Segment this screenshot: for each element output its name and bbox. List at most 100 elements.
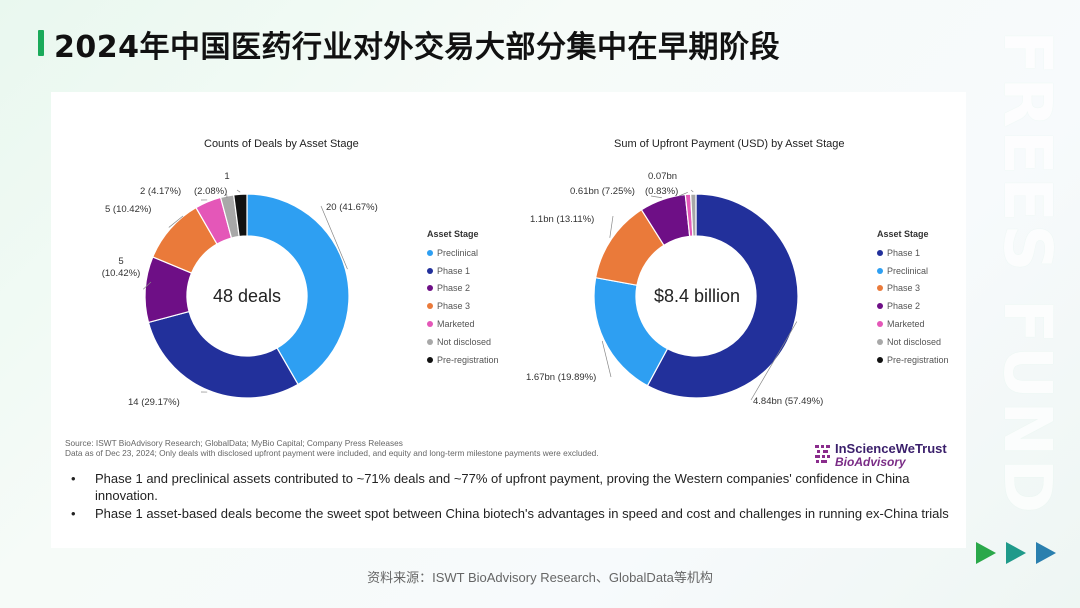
legend-swatch	[877, 321, 883, 328]
leader-line	[142, 281, 152, 290]
legend-title: Asset Stage	[877, 229, 929, 239]
bullet-list: • Phase 1 and preclinical assets contrib…	[71, 470, 951, 523]
data-label-not-disclosed: (2.08%)	[194, 186, 227, 197]
legend-label: Pre-registration	[437, 354, 499, 365]
bullet-dot: •	[71, 471, 76, 486]
arrow-icon	[976, 542, 996, 564]
legend-item-pre-registration[interactable]: Pre-registration	[877, 351, 949, 369]
legend-item-pre-registration[interactable]: Pre-registration	[427, 351, 499, 369]
legend-label: Preclinical	[437, 247, 479, 258]
source-line: Source: ISWT BioAdvisory Research; Globa…	[65, 438, 403, 448]
legend-swatch	[877, 285, 883, 292]
leader-line	[236, 189, 241, 193]
legend-item-phase-2[interactable]: Phase 2	[427, 280, 499, 298]
bullet-dot: •	[71, 506, 76, 521]
legend-swatch	[877, 249, 883, 256]
legend-label: Preclinical	[887, 265, 929, 276]
title-accent-bar	[38, 30, 44, 56]
dna-logo-icon	[815, 445, 830, 463]
donut-chart-1: 4.84bn (57.49%) 1.67bn (19.89%) 1.1bn (13.…	[526, 171, 823, 407]
bullet-text: Phase 1 and preclinical assets contribut…	[95, 471, 910, 503]
legend-swatch	[427, 267, 433, 274]
legend-item-phase-1[interactable]: Phase 1	[877, 244, 949, 262]
donut-chart-0: 20 (41.67%) 14 (29.17%) 5 (10.42%) 5 (10.42%…	[102, 171, 378, 408]
legend-upfront-payment: Asset Stage Phase 1 Preclinical Phase 3 Pha…	[877, 229, 949, 369]
legend-label: Not disclosed	[887, 336, 942, 347]
legend-swatch	[427, 321, 433, 328]
leader-line	[320, 205, 348, 270]
data-label-pre-registration: 1	[224, 171, 229, 182]
chart-title-upfront-payment: Sum of Upfront Payment (USD) by Asset St…	[614, 138, 845, 150]
legend-label: Pre-registration	[887, 354, 949, 365]
data-label-phase-3: 5 (10.42%)	[105, 204, 151, 215]
legend-deal-counts: Asset Stage Preclinical Phase 1 Phase 2 Pha…	[427, 229, 499, 369]
legend-item-not-disclosed[interactable]: Not disclosed	[877, 333, 949, 351]
brand-name: InScienceWeTrust	[835, 441, 947, 456]
data-label-phase-1: 14 (29.17%)	[128, 397, 180, 408]
watermark-text: FREES FUND	[989, 30, 1066, 516]
legend-item-preclinical[interactable]: Preclinical	[877, 262, 949, 280]
legend-swatch	[427, 285, 433, 292]
legend-item-phase-3[interactable]: Phase 3	[427, 297, 499, 315]
legend-label: Marketed	[887, 319, 925, 330]
data-label-preclinical: 20 (41.67%)	[326, 202, 378, 213]
data-label-phase-3: 1.1bn (13.11%)	[530, 214, 594, 225]
donut-center-label-deals: 48 deals	[212, 286, 282, 306]
arrow-icon	[1036, 542, 1056, 564]
legend-label: Marketed	[437, 319, 475, 330]
data-label-marketed: 2 (4.17%)	[140, 186, 181, 197]
legend-swatch	[877, 303, 883, 310]
data-label-phase-1: 4.84bn (57.49%)	[753, 396, 823, 407]
brand-logo: InScienceWeTrust BioAdvisory	[813, 441, 963, 471]
data-label-marketed: (0.83%)	[645, 186, 678, 197]
bullet-item: • Phase 1 asset-based deals become the s…	[71, 505, 951, 522]
leader-line	[750, 321, 798, 401]
legend-item-phase-1[interactable]: Phase 1	[427, 262, 499, 280]
leader-line	[168, 215, 184, 228]
leader-line	[601, 340, 612, 378]
donut-center-label-payment: $8.4 billion	[653, 286, 741, 306]
chart-title-deal-counts: Counts of Deals by Asset Stage	[204, 138, 359, 150]
legend-item-phase-2[interactable]: Phase 2	[877, 297, 949, 315]
leader-line	[650, 195, 662, 199]
legend-label: Phase 2	[887, 301, 921, 312]
data-label-phase-2: 0.61bn (7.25%)	[570, 186, 635, 197]
legend-item-marketed[interactable]: Marketed	[877, 315, 949, 333]
source-note: Source: ISWT BioAdvisory Research; Globa…	[65, 438, 599, 458]
legend-swatch	[427, 338, 433, 345]
data-label-phase-2: 5 (10.42%)	[102, 256, 141, 279]
brand-subtitle: BioAdvisory	[835, 455, 906, 469]
footer-source: 资料来源：ISWT BioAdvisory Research、GlobalDat…	[367, 570, 713, 585]
slice-not-disclosed[interactable]	[690, 193, 697, 237]
legend-swatch	[877, 338, 883, 345]
legend-item-preclinical[interactable]: Preclinical	[427, 244, 499, 262]
bullet-text: Phase 1 asset-based deals become the swe…	[95, 506, 949, 521]
charts-canvas: 20 (41.67%) 14 (29.17%) 5 (10.42%) 5 (10.42%…	[102, 171, 824, 408]
legend-label: Phase 2	[437, 283, 471, 294]
legend-label: Phase 3	[437, 301, 471, 312]
slice-phase-1[interactable]	[646, 193, 799, 399]
data-date-line: Data as of Dec 23, 2024; Only deals with…	[65, 448, 599, 458]
bullet-item: • Phase 1 and preclinical assets contrib…	[71, 470, 951, 504]
arrow-icon	[1006, 542, 1026, 564]
chart-panel: 20 (41.67%) 14 (29.17%) 5 (10.42%) 5 (10.42%…	[51, 92, 966, 548]
legend-swatch	[427, 249, 433, 256]
legend-swatch	[877, 267, 883, 274]
leader-line	[609, 215, 614, 238]
leader-line	[678, 192, 688, 197]
slice-preclinical[interactable]	[246, 193, 350, 386]
legend-label: Phase 1	[437, 265, 471, 276]
slice-pre-registration[interactable]	[233, 193, 248, 238]
legend-item-marketed[interactable]: Marketed	[427, 315, 499, 333]
page-title: 2024年中国医药行业对外交易大部分集中在早期阶段	[54, 30, 780, 65]
leader-line	[690, 189, 694, 193]
data-label-not-disclosed: 0.07bn	[648, 171, 677, 182]
legend-item-phase-3[interactable]: Phase 3	[877, 280, 949, 298]
legend-swatch	[877, 356, 883, 363]
legend-swatch	[427, 356, 433, 363]
legend-label: Phase 3	[887, 283, 921, 294]
legend-item-not-disclosed[interactable]: Not disclosed	[427, 333, 499, 351]
legend-title: Asset Stage	[427, 229, 479, 239]
legend-label: Phase 1	[887, 247, 921, 258]
slice-phase-1[interactable]	[147, 310, 299, 399]
